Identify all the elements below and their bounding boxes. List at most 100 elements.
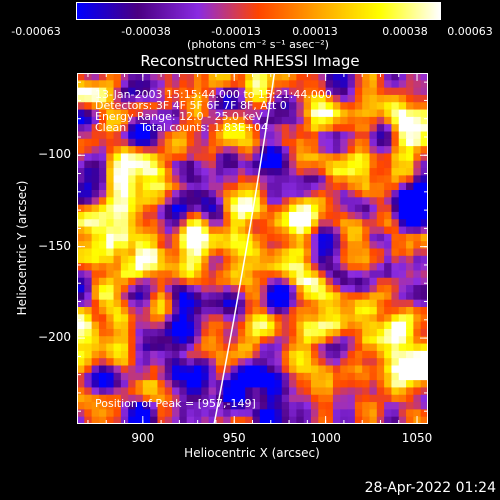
heatmap-cell bbox=[91, 402, 100, 410]
heatmap-cell bbox=[303, 343, 312, 352]
heatmap-cell bbox=[77, 131, 85, 140]
heatmap-cell bbox=[194, 124, 202, 133]
heatmap-cell bbox=[267, 80, 276, 89]
heatmap-cell bbox=[376, 321, 385, 330]
heatmap-cell bbox=[98, 204, 107, 213]
heatmap-cell bbox=[164, 190, 173, 198]
heatmap-cell bbox=[318, 241, 327, 250]
heatmap-cell bbox=[77, 380, 85, 389]
heatmap-cell bbox=[84, 153, 93, 162]
heatmap-cell bbox=[194, 358, 202, 367]
heatmap-cell bbox=[223, 358, 232, 367]
heatmap-cell bbox=[230, 365, 239, 374]
heatmap-cell bbox=[215, 190, 224, 198]
heatmap-cell bbox=[420, 343, 428, 352]
heatmap-cell bbox=[237, 387, 246, 396]
heatmap-cell bbox=[208, 416, 217, 424]
heatmap-cell bbox=[91, 138, 100, 147]
heatmap-cell bbox=[230, 87, 239, 96]
heatmap-cell bbox=[230, 307, 239, 315]
heatmap-cell bbox=[77, 73, 85, 81]
heatmap-cell bbox=[354, 87, 363, 96]
heatmap-cell bbox=[77, 80, 85, 89]
heatmap-cell bbox=[259, 314, 268, 323]
heatmap-cell bbox=[274, 416, 283, 424]
heatmap-cell bbox=[186, 343, 195, 352]
heatmap-cell bbox=[259, 307, 268, 315]
heatmap-cell bbox=[164, 80, 173, 89]
heatmap-cell bbox=[289, 190, 297, 198]
heatmap-cell bbox=[413, 211, 422, 220]
heatmap-cell bbox=[311, 292, 319, 301]
heatmap-cell bbox=[318, 409, 327, 418]
heatmap-cell bbox=[150, 80, 159, 89]
heatmap-cell bbox=[406, 255, 414, 264]
heatmap-cell bbox=[303, 336, 312, 345]
heatmap-cell bbox=[128, 131, 137, 140]
heatmap-cell bbox=[230, 263, 239, 272]
heatmap-cell bbox=[376, 109, 385, 118]
heatmap-cell bbox=[413, 394, 422, 403]
heatmap-cell bbox=[186, 241, 195, 250]
heatmap-cell bbox=[347, 270, 356, 279]
heatmap-cell bbox=[179, 116, 188, 125]
heatmap-cell bbox=[223, 299, 232, 308]
heatmap-cell bbox=[311, 211, 319, 220]
heatmap-cell bbox=[413, 190, 422, 198]
heatmap-cell bbox=[325, 292, 334, 301]
heatmap-cell bbox=[303, 350, 312, 359]
heatmap-cell bbox=[98, 285, 107, 293]
heatmap-cell bbox=[120, 219, 129, 228]
heatmap-cell bbox=[120, 226, 129, 235]
heatmap-cell bbox=[332, 270, 341, 279]
heatmap-cell bbox=[237, 277, 246, 286]
heatmap-cell bbox=[135, 292, 144, 301]
heatmap-cell bbox=[267, 387, 276, 396]
heatmap-cell bbox=[194, 248, 202, 257]
heatmap-cell bbox=[325, 343, 334, 352]
heatmap-cell bbox=[398, 219, 407, 228]
heatmap-cell bbox=[237, 94, 246, 103]
heatmap-cell bbox=[142, 285, 151, 293]
heatmap-cell bbox=[84, 394, 93, 403]
heatmap-cell bbox=[391, 409, 400, 418]
heatmap-cell bbox=[384, 160, 393, 169]
heatmap-cell bbox=[208, 387, 217, 396]
heatmap-cell bbox=[376, 263, 385, 272]
heatmap-cell bbox=[311, 321, 319, 330]
heatmap-cell bbox=[398, 190, 407, 198]
heatmap-cell bbox=[106, 109, 115, 118]
heatmap-cell bbox=[391, 146, 400, 155]
heatmap-cell bbox=[303, 109, 312, 118]
heatmap-cell bbox=[237, 336, 246, 345]
heatmap-cell bbox=[77, 197, 85, 206]
heatmap-cell bbox=[420, 182, 428, 191]
colorbar-tick-label: -0.00063 bbox=[11, 25, 61, 38]
heatmap-cell bbox=[303, 226, 312, 235]
heatmap-cell bbox=[215, 343, 224, 352]
heatmap-cell bbox=[259, 197, 268, 206]
heatmap-cell bbox=[245, 299, 254, 308]
heatmap-cell bbox=[267, 241, 276, 250]
heatmap-cell bbox=[77, 233, 85, 242]
heatmap-cell bbox=[252, 365, 261, 374]
heatmap-cell bbox=[237, 233, 246, 242]
heatmap-cell bbox=[376, 409, 385, 418]
heatmap-cell bbox=[157, 372, 166, 381]
heatmap-cell bbox=[406, 292, 414, 301]
heatmap-cell bbox=[84, 109, 93, 118]
heatmap-cell bbox=[164, 116, 173, 125]
heatmap-cell bbox=[340, 358, 349, 367]
heatmap-cell bbox=[150, 292, 159, 301]
heatmap-cell bbox=[245, 109, 254, 118]
heatmap-cell bbox=[194, 168, 202, 176]
heatmap-cell bbox=[384, 350, 393, 359]
heatmap-cell bbox=[135, 350, 144, 359]
heatmap-cell bbox=[354, 263, 363, 272]
heatmap-cell bbox=[208, 343, 217, 352]
heatmap-cell bbox=[362, 416, 371, 424]
heatmap-cell bbox=[420, 204, 428, 213]
heatmap-cell bbox=[106, 336, 115, 345]
heatmap-cell bbox=[354, 372, 363, 381]
heatmap-cell bbox=[281, 277, 290, 286]
